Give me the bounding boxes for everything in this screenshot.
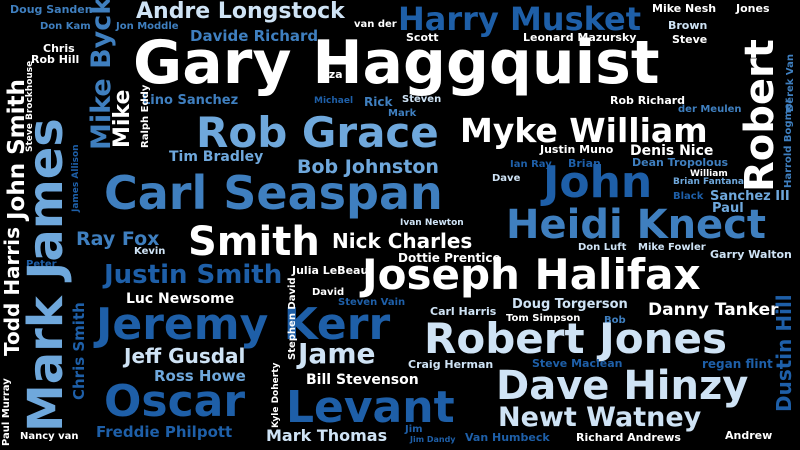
word-william: William: [690, 169, 728, 179]
word-doug-sanden: Doug Sanden: [10, 3, 93, 16]
word-ray-fox: Ray Fox: [76, 228, 160, 250]
word-steven: Steven: [402, 94, 442, 105]
word-rob-grace: Rob Grace: [196, 108, 439, 157]
word-michael: Michael: [314, 96, 354, 106]
word-sanchez-iii: Sanchez III: [710, 189, 790, 204]
word-steve-maclean: Steve Maclean: [532, 357, 623, 370]
word-regan-flint: regan flint: [702, 357, 773, 371]
word-bill-stevenson: Bill Stevenson: [306, 372, 419, 388]
word-ivan-newton: Ivan Newton: [400, 218, 464, 228]
word-jim-dandy: Jim Dandy: [410, 435, 456, 444]
word-jones: Jones: [736, 2, 770, 15]
word-brian: Brian: [568, 157, 601, 170]
word-dean-tropolous: Dean Tropolous: [632, 156, 729, 169]
word-brian-fantana: Brian Fantana: [673, 177, 744, 187]
word-paul: Paul: [712, 201, 744, 216]
word-harry-musket: Harry Musket: [398, 0, 642, 38]
word-don-luft: Don Luft: [578, 242, 627, 253]
word-jeremy-kerr: Jeremy Kerr: [96, 299, 391, 350]
word-mark-thomas: Mark Thomas: [266, 426, 388, 445]
word-john: John: [543, 157, 653, 208]
word-dottie-prentice: Dottie Prentice: [398, 251, 501, 265]
word-mark: Mark: [388, 108, 417, 119]
word-nick-charles: Nick Charles: [332, 229, 473, 253]
word-dustin-hill: Dustin Hill: [772, 294, 796, 412]
word-rick: Rick: [364, 95, 393, 109]
word-tom-simpson: Tom Simpson: [506, 313, 581, 324]
word-mike-nesh: Mike Nesh: [652, 2, 717, 15]
word-jeff-gusdal: Jeff Gusdal: [124, 344, 246, 368]
word-dave: Dave: [492, 173, 521, 184]
word-todd-harris: Todd Harris: [0, 226, 24, 356]
word-danny-tanker: Danny Tanker: [648, 300, 779, 320]
word-craig-herman: Craig Herman: [408, 358, 494, 371]
word-kevin: Kevin: [134, 246, 166, 257]
word-tim-bradley: Tim Bradley: [169, 149, 264, 165]
word-smith: Smith: [188, 219, 320, 265]
word-dave-hinzy: Dave Hinzy: [496, 363, 749, 409]
word-david: David: [312, 287, 345, 298]
word-ross-howe: Ross Howe: [154, 367, 246, 385]
word-peter: Peter: [26, 259, 57, 270]
word-jon-moddle: Jon Moddle: [116, 21, 179, 32]
word-scott: Scott: [406, 31, 439, 44]
word-ralph-eddy: Ralph Eddy: [140, 84, 151, 148]
word-bob: Bob: [604, 315, 626, 326]
word-rob-hill: Rob Hill: [31, 53, 80, 66]
word-davide-richard: Davide Richard: [190, 27, 319, 45]
word-carl-seaspan: Carl Seaspan: [104, 166, 443, 220]
word-jame: Jame: [298, 337, 376, 370]
word-denis-nice: Denis Nice: [630, 143, 714, 159]
word-james-allison: James Allison: [71, 144, 81, 212]
word-mike: Mike: [110, 89, 135, 148]
word-robert-jones: Robert Jones: [424, 314, 728, 363]
word-der-meulen: der Meulen: [678, 104, 742, 115]
word-brown: Brown: [668, 19, 708, 32]
word-richard-andrews: Richard Andrews: [576, 431, 681, 444]
word-gary-haggquist: Gary Haggquist: [133, 28, 660, 98]
word-don-kam: Don Kam: [40, 21, 91, 32]
word-freddie-philpott: Freddie Philpott: [96, 423, 233, 441]
word-heidi-knect: Heidi Knect: [506, 202, 767, 248]
word-steve: Steve: [672, 33, 708, 46]
word-derek-van: Derek Van: [785, 54, 796, 112]
word-newt-watney: Newt Watney: [498, 402, 702, 433]
word-bob-johnston: Bob Johnston: [297, 156, 439, 178]
word-steven-vain: Steven Vain: [338, 297, 406, 308]
word-van-der: van der: [354, 19, 397, 30]
word-carl-harris: Carl Harris: [430, 305, 497, 318]
word-justin-muno: Justin Muno: [540, 143, 614, 156]
word-andrew: Andrew: [725, 429, 773, 442]
word-robert: Robert: [737, 39, 783, 192]
word-chris: Chris: [43, 42, 75, 55]
word-garry-walton: Garry Walton: [710, 248, 792, 261]
word-joseph-halifax: Joseph Halifax: [362, 250, 701, 299]
word-lino-sanchez: Lino Sanchez: [142, 93, 239, 108]
word-myke-william: Myke William: [460, 111, 708, 150]
word-oscar: Oscar: [104, 376, 246, 427]
word-doug-torgerson: Doug Torgerson: [512, 297, 628, 312]
word-rob-richard: Rob Richard: [610, 94, 686, 107]
word-kyle-doherty: Kyle Doherty: [271, 362, 281, 428]
word-nancy-van: Nancy van: [20, 431, 79, 442]
word-stephen-david: Stephen David: [287, 277, 298, 360]
word-liza: Liza: [318, 68, 343, 81]
word-paul-murray: Paul Murray: [1, 378, 12, 446]
word-van-humbeck: Van Humbeck: [465, 431, 550, 444]
word-leonard-mazursky: Leonard Mazursky: [523, 31, 637, 44]
word-julia-lebeau: Julia LeBeau: [292, 264, 369, 277]
word-luc-newsome: Luc Newsome: [126, 291, 235, 307]
word-mike-fowler: Mike Fowler: [638, 242, 706, 253]
word-mark-james: Mark James: [18, 118, 74, 432]
word-andre-longstock: Andre Longstock: [136, 0, 345, 24]
word-black: Black: [673, 191, 704, 202]
word-levant: Levant: [286, 382, 455, 433]
word-chris-smith: Chris Smith: [70, 302, 88, 400]
word-ian-ray: Ian Ray: [510, 159, 552, 170]
word-steve-brockhouse: Steve Brockhouse: [25, 60, 35, 152]
word-justin-smith: Justin Smith: [104, 260, 283, 290]
word-jim: Jim: [405, 424, 423, 435]
